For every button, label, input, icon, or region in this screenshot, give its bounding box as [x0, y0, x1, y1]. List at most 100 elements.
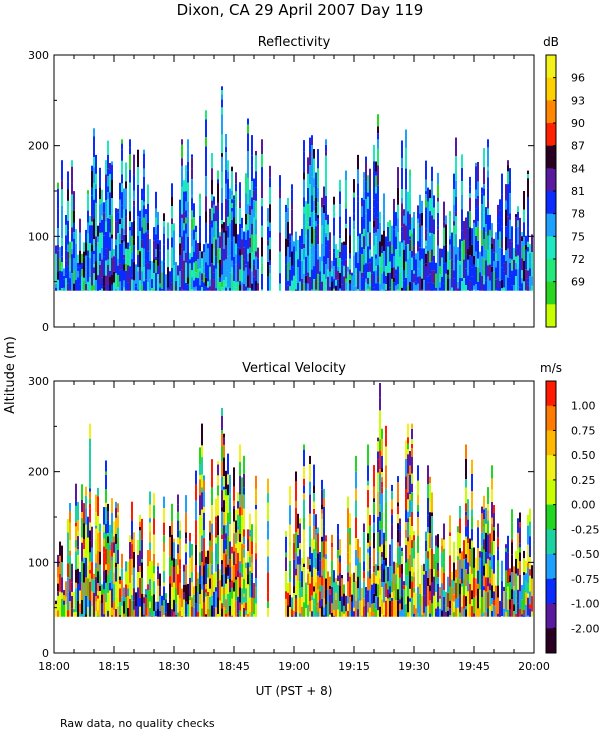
heatmap-cell: [261, 154, 263, 168]
heatmap-cell: [453, 263, 455, 271]
heatmap-cell: [511, 270, 513, 274]
heatmap-cell: [471, 228, 473, 245]
x-tick-label: 19:15: [338, 660, 370, 673]
heatmap-cell: [211, 551, 213, 565]
heatmap-cell: [65, 215, 67, 225]
heatmap-cell: [531, 611, 533, 617]
heatmap-cell: [411, 581, 413, 598]
heatmap-cell: [329, 286, 331, 291]
heatmap-cell: [177, 265, 179, 276]
heatmap-cell: [457, 281, 459, 289]
heatmap-cell: [303, 264, 305, 274]
heatmap-cell: [173, 538, 175, 543]
heatmap-cell: [313, 604, 315, 617]
heatmap-cell: [447, 269, 449, 276]
heatmap-cell: [57, 566, 59, 578]
heatmap-cell: [67, 532, 69, 553]
heatmap-cell: [293, 579, 295, 587]
heatmap-cell: [89, 482, 91, 489]
heatmap-cell: [379, 520, 381, 530]
heatmap-cell: [129, 199, 131, 212]
heatmap-cell: [477, 162, 479, 182]
heatmap-cell: [221, 99, 223, 108]
heatmap-cell: [141, 247, 143, 258]
heatmap-cell: [375, 258, 377, 267]
heatmap-cell: [427, 201, 429, 214]
heatmap-cell: [375, 254, 377, 259]
heatmap-cell: [347, 552, 349, 565]
heatmap-cell: [121, 153, 123, 161]
heatmap-cell: [255, 187, 257, 201]
heatmap-cell: [527, 197, 529, 213]
heatmap-cell: [267, 226, 269, 241]
heatmap-cell: [291, 189, 293, 202]
heatmap-cell: [247, 248, 249, 254]
heatmap-cell: [445, 612, 447, 617]
heatmap-cell: [225, 567, 227, 584]
heatmap-cell: [253, 200, 255, 218]
heatmap-cell: [191, 218, 193, 230]
heatmap-cell: [225, 470, 227, 490]
heatmap-cell: [483, 239, 485, 258]
heatmap-cell: [205, 146, 207, 158]
heatmap-cell: [515, 613, 517, 617]
heatmap-cell: [303, 616, 305, 617]
heatmap-cell: [493, 252, 495, 262]
heatmap-cell: [337, 575, 339, 581]
heatmap-cell: [117, 287, 119, 291]
heatmap-cell: [207, 248, 209, 266]
heatmap-cell: [415, 253, 417, 260]
heatmap-cell: [299, 549, 301, 565]
heatmap-cell: [339, 562, 341, 573]
heatmap-cell: [401, 189, 403, 198]
heatmap-cell: [75, 588, 77, 609]
heatmap-cell: [121, 149, 123, 153]
heatmap-cell: [295, 289, 297, 291]
heatmap-cell: [157, 211, 159, 225]
heatmap-cell: [243, 597, 245, 603]
heatmap-cell: [489, 280, 491, 291]
heatmap-cell: [61, 262, 63, 267]
heatmap-cell: [471, 568, 473, 574]
heatmap-cell: [249, 551, 251, 557]
heatmap-cell: [353, 595, 355, 608]
heatmap-cell: [455, 216, 457, 235]
heatmap-cell: [217, 552, 219, 565]
heatmap-cell: [249, 268, 251, 288]
heatmap-cell: [373, 565, 375, 573]
heatmap-cell: [205, 592, 207, 597]
heatmap-cell: [235, 576, 237, 580]
heatmap-cell: [93, 592, 95, 609]
heatmap-cell: [325, 237, 327, 246]
heatmap-cell: [459, 249, 461, 262]
heatmap-cell: [353, 255, 355, 267]
heatmap-cell: [505, 226, 507, 238]
heatmap-cell: [461, 209, 463, 221]
heatmap-cell: [373, 616, 375, 617]
heatmap-cell: [223, 476, 225, 487]
heatmap-cell: [139, 514, 141, 522]
colorbar-swatch: [546, 55, 556, 79]
heatmap-cell: [163, 600, 165, 607]
heatmap-cell: [173, 277, 175, 291]
heatmap-cell: [363, 249, 365, 265]
heatmap-cell: [481, 597, 483, 614]
heatmap-cell: [89, 243, 91, 258]
heatmap-cell: [101, 215, 103, 220]
heatmap-cell: [149, 607, 151, 613]
heatmap-cell: [461, 191, 463, 195]
heatmap-cell: [191, 198, 193, 211]
heatmap-cell: [331, 260, 333, 269]
heatmap-cell: [137, 603, 139, 617]
heatmap-cell: [413, 256, 415, 271]
heatmap-cell: [85, 508, 87, 525]
heatmap-cell: [483, 565, 485, 576]
heatmap-cell: [65, 224, 67, 236]
heatmap-cell: [179, 569, 181, 583]
heatmap-cell: [89, 488, 91, 492]
heatmap-cell: [343, 241, 345, 246]
heatmap-cell: [365, 156, 367, 162]
heatmap-cell: [93, 254, 95, 265]
heatmap-cell: [139, 251, 141, 268]
heatmap-cell: [253, 190, 255, 201]
